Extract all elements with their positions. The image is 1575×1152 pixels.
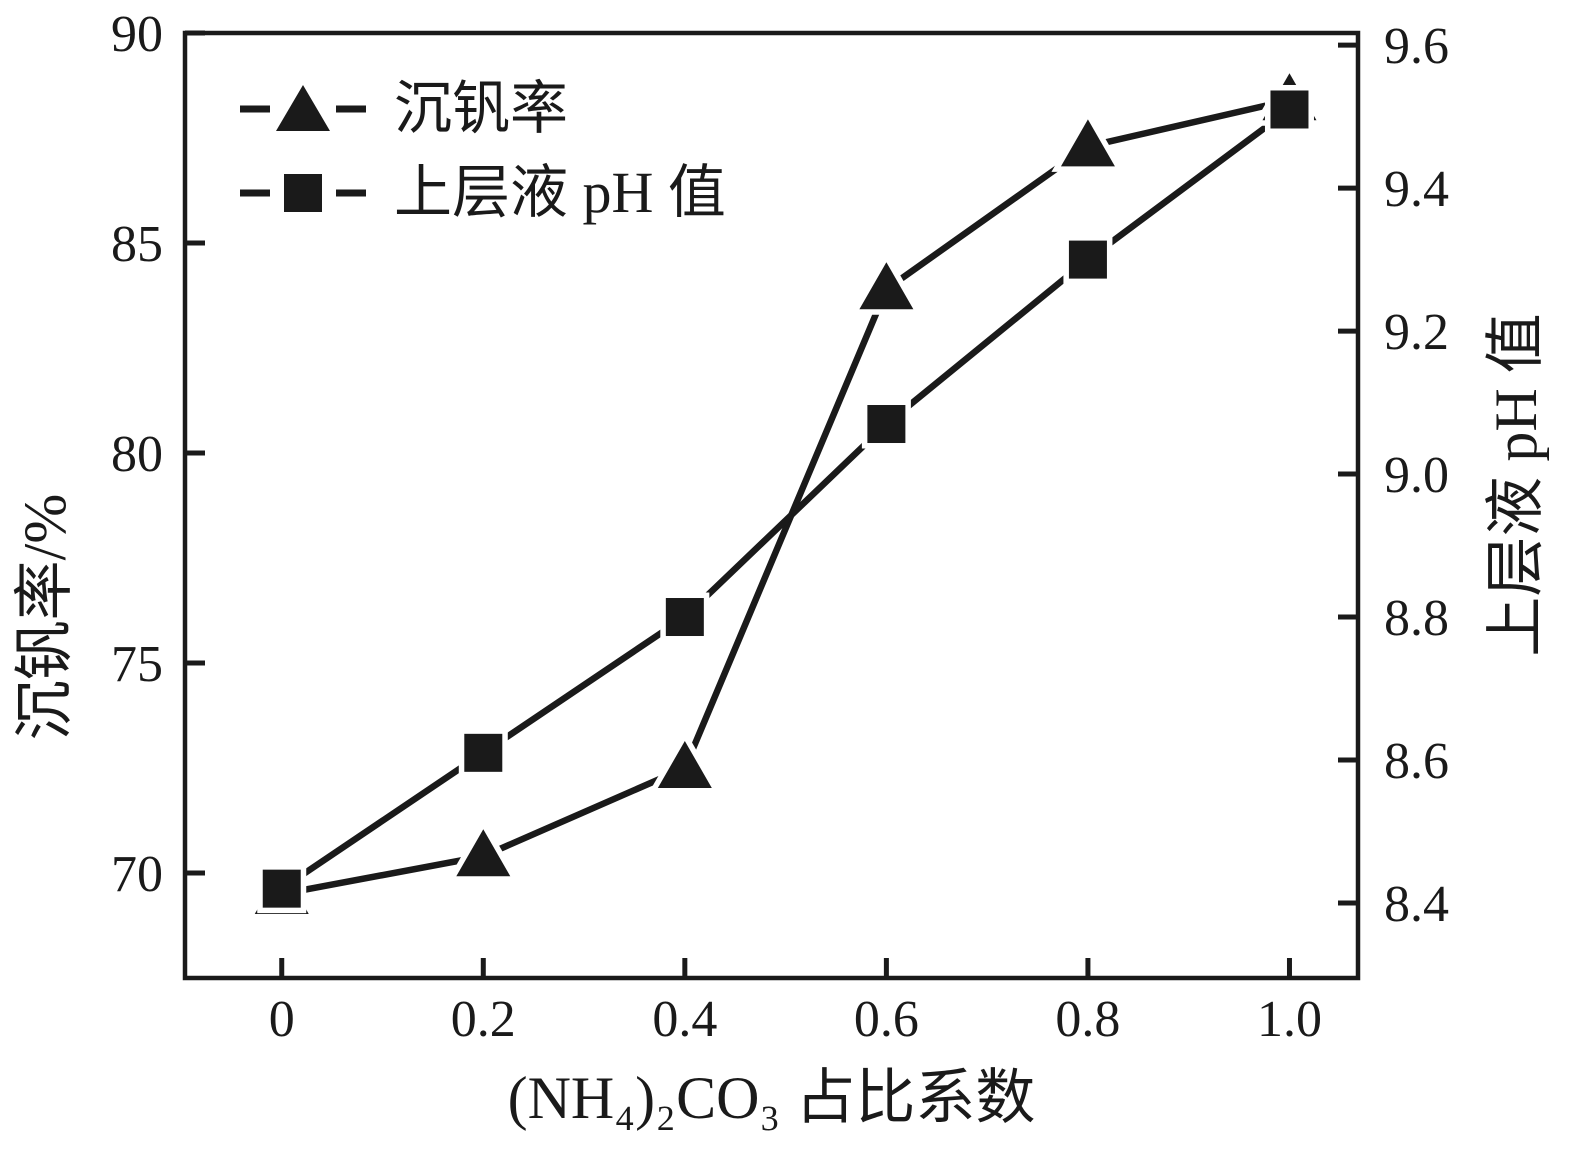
supernatant-ph-line — [279, 106, 1292, 892]
x-tick-label: 0.8 — [1055, 991, 1120, 1048]
legend-item-precipitation-rate: 沉钒率 — [238, 78, 726, 140]
legend-triangle-glyph — [276, 85, 330, 131]
precipitation-rate-marker — [1060, 119, 1115, 167]
legend-label-supernatant-ph: 上层液 pH 值 — [394, 160, 726, 225]
legend-square-glyph — [284, 174, 322, 212]
x-tick-label: 0 — [269, 991, 295, 1048]
right-tick-label: 8.4 — [1384, 876, 1449, 933]
plot-frame — [182, 30, 1361, 981]
right-tick-label: 9.6 — [1384, 18, 1449, 75]
x-tick-label: 1.0 — [1257, 991, 1322, 1048]
supernatant-ph-marker — [262, 869, 301, 908]
left-tick-label: 75 — [111, 636, 163, 693]
precipitation-rate-marker — [456, 829, 511, 877]
right-tick-label: 9.2 — [1384, 304, 1449, 361]
left-tick-label: 90 — [111, 6, 163, 63]
supernatant-ph-marker — [1270, 90, 1309, 129]
supernatant-ph-marker — [464, 733, 503, 772]
right-tick-label: 8.8 — [1384, 590, 1449, 647]
right-tick-label: 9.0 — [1384, 447, 1449, 504]
left-axis-title: 沉钒率/% — [12, 493, 78, 741]
left-tick-label: 70 — [111, 846, 163, 903]
legend-item-supernatant-ph: 上层液 pH 值 — [238, 162, 726, 224]
x-axis-title: (NH₄)₂CO₃ 占比系数 — [507, 1065, 1036, 1131]
triangle-marker-icon — [240, 85, 366, 131]
supernatant-ph-marker — [665, 598, 704, 637]
precipitation-rate-marker — [657, 741, 712, 788]
x-tick-label: 0.2 — [451, 991, 516, 1048]
square-marker-icon — [240, 174, 366, 212]
x-tick-label: 0.4 — [652, 991, 717, 1048]
right-tick-label: 8.6 — [1384, 733, 1449, 790]
supernatant-ph-marker — [867, 405, 906, 444]
right-axis-title: 上层液 pH 值 — [1483, 313, 1549, 657]
left-tick-label: 85 — [111, 216, 163, 273]
precipitation-rate-marker — [859, 262, 914, 310]
left-tick-label: 80 — [111, 426, 163, 483]
right-tick-label: 9.4 — [1384, 161, 1449, 218]
legend: 沉钒率 上层液 pH 值 — [238, 78, 726, 224]
legend-label-precipitation-rate: 沉钒率 — [394, 76, 569, 141]
supernatant-ph-marker — [1068, 240, 1107, 279]
precipitation-rate-line — [281, 97, 1291, 898]
x-tick-label: 0.6 — [854, 991, 919, 1048]
